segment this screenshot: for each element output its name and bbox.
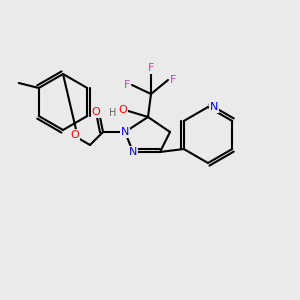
- Text: N: N: [121, 127, 129, 137]
- Text: H: H: [109, 108, 117, 118]
- Text: O: O: [92, 107, 100, 117]
- Text: O: O: [118, 105, 127, 115]
- Text: F: F: [124, 80, 130, 90]
- Text: F: F: [148, 63, 154, 73]
- Text: N: N: [129, 147, 137, 157]
- Text: F: F: [170, 75, 176, 85]
- Text: O: O: [70, 130, 80, 140]
- Text: N: N: [210, 102, 218, 112]
